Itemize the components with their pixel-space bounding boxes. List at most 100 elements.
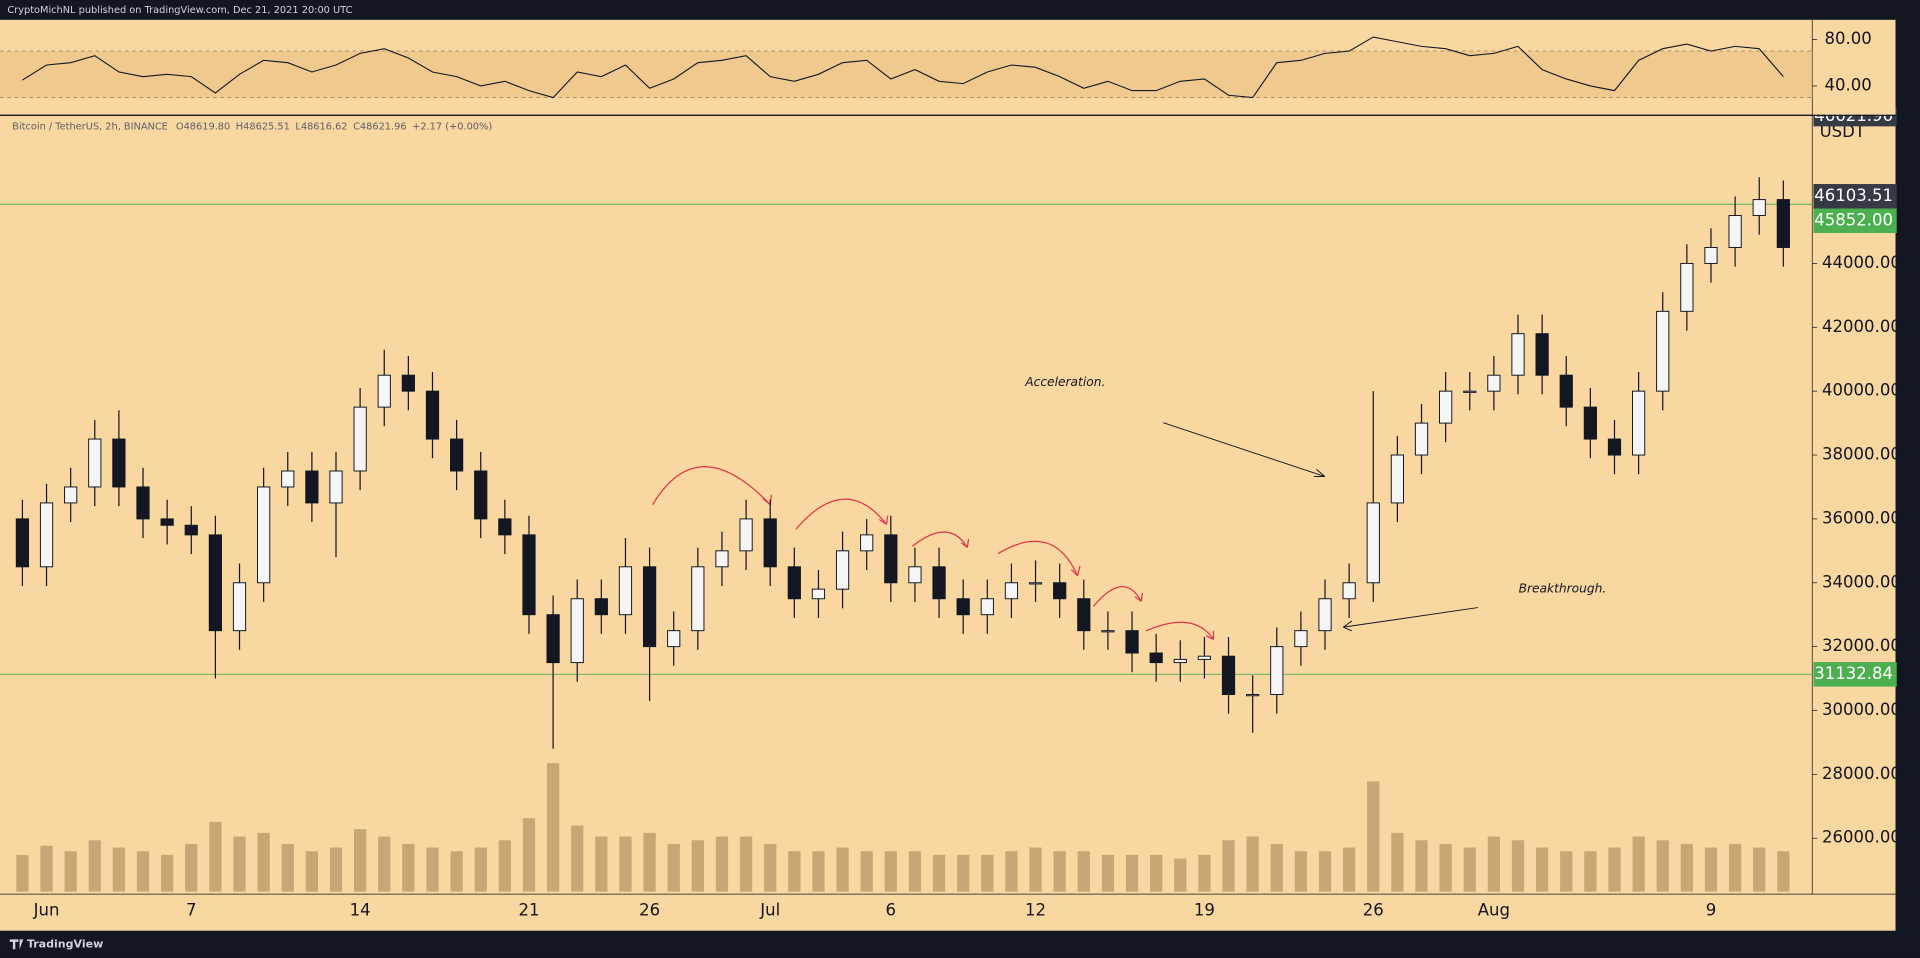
candle-body	[667, 630, 681, 648]
volume-bar	[1150, 854, 1163, 892]
volume-bar	[1005, 851, 1018, 892]
volume-bar	[1198, 854, 1211, 892]
candle-body	[860, 534, 874, 552]
y-tick-label: 32000.00	[1822, 636, 1901, 655]
candle-body	[1463, 390, 1477, 393]
candle-body	[1607, 438, 1622, 456]
legend-change: +2.17 (+0.00%)	[412, 121, 492, 132]
candle-body	[1680, 262, 1694, 312]
volume-bar	[860, 851, 873, 892]
volume-bar	[1343, 847, 1356, 892]
arc	[795, 498, 889, 530]
y-tick-label: 30000.00	[1822, 700, 1901, 719]
volume-bar	[1632, 836, 1645, 892]
volume-bar	[474, 847, 487, 892]
volume-bar	[1463, 847, 1476, 892]
x-tick-label: 14	[350, 901, 371, 920]
volume-bar	[281, 843, 294, 892]
legend-close: C48621.96	[353, 121, 407, 132]
brand: TradingView	[27, 937, 103, 950]
rsi-band	[0, 51, 1813, 98]
footer-bar	[0, 930, 1920, 958]
candle-body	[184, 524, 198, 536]
candle-body	[498, 518, 512, 536]
price-badge	[1813, 208, 1897, 234]
arc	[997, 540, 1081, 577]
volume-bar	[305, 851, 318, 892]
volume-bar	[1270, 843, 1283, 892]
candle-body	[401, 374, 415, 392]
candle-body	[932, 566, 946, 600]
candle-body	[232, 582, 247, 632]
volume-bar	[402, 843, 415, 892]
candle-body	[353, 406, 367, 472]
volume-bar	[378, 836, 391, 892]
candle-body	[1776, 199, 1790, 248]
candle-body	[136, 486, 150, 520]
volume-bar	[1536, 847, 1549, 892]
candle-body	[160, 518, 174, 526]
candle-body	[1583, 406, 1597, 440]
legend-symbol: Bitcoin / TetherUS, 2h, BINANCE	[12, 121, 168, 132]
arc	[1145, 621, 1215, 640]
candle-body	[1125, 630, 1139, 654]
annotation: Acceleration.	[1024, 375, 1105, 389]
candle-body	[1390, 454, 1404, 504]
candle-body	[1366, 502, 1380, 584]
candle-body	[64, 486, 78, 504]
volume-bar	[1728, 843, 1742, 892]
candle-body	[88, 438, 102, 488]
volume-bar	[715, 836, 729, 892]
volume-bar	[161, 854, 174, 892]
legend: Bitcoin / TetherUS, 2h, BINANCE O48619.8…	[12, 121, 492, 132]
volume-bar	[1704, 847, 1718, 892]
candle-body	[1728, 215, 1742, 248]
pane-cover	[1813, 98, 1896, 115]
volume-bar	[1367, 781, 1380, 892]
arc	[911, 531, 970, 549]
candle-body	[1246, 694, 1260, 697]
volume-bar	[1053, 851, 1066, 892]
volume-bar	[40, 845, 53, 892]
candle-body	[715, 550, 729, 568]
rsi-tick-label: 40.00	[1824, 75, 1871, 94]
volume-bar	[1753, 847, 1766, 892]
volume-bar	[1222, 840, 1235, 892]
candle-body	[1053, 582, 1067, 600]
volume-bar	[1174, 858, 1187, 892]
candle-body	[1439, 390, 1453, 424]
candle-body	[1342, 582, 1356, 600]
candle-body	[739, 518, 753, 552]
volume-bar	[112, 847, 126, 892]
candle-body	[1077, 598, 1091, 632]
volume-bar	[1584, 851, 1597, 892]
volume-bar	[257, 832, 270, 892]
legend-low: L48616.62	[295, 121, 347, 132]
x-tick-label: 26	[639, 901, 660, 920]
price-badge-label: 31132.84	[1814, 664, 1893, 683]
candle-body	[1487, 374, 1501, 392]
candle-body	[618, 566, 633, 616]
annotation-arrows	[1163, 422, 1479, 632]
volume-bar	[16, 854, 29, 892]
price-badge-label: 46103.51	[1814, 186, 1893, 205]
price-badge	[1813, 662, 1897, 687]
rsi-tick-label: 80.00	[1824, 29, 1871, 48]
volume-bar	[932, 854, 946, 892]
volume-bar	[1318, 851, 1332, 892]
volume-bar	[1029, 847, 1042, 892]
candle-body	[642, 566, 657, 648]
y-tick-label: 34000.00	[1822, 572, 1901, 591]
candle-body	[1414, 422, 1429, 456]
arc	[1092, 586, 1144, 607]
candle-body	[1294, 630, 1308, 648]
y-tick-label: 40000.00	[1822, 381, 1901, 400]
volume-bar	[957, 854, 970, 892]
volume-bar	[1294, 851, 1308, 892]
candle-body	[763, 518, 777, 568]
arrow	[1163, 422, 1326, 478]
x-tick-label: Jul	[759, 901, 780, 920]
candle-body	[1197, 655, 1212, 660]
volume-bar	[643, 832, 656, 892]
annotation: Breakthrough.	[1519, 582, 1607, 596]
